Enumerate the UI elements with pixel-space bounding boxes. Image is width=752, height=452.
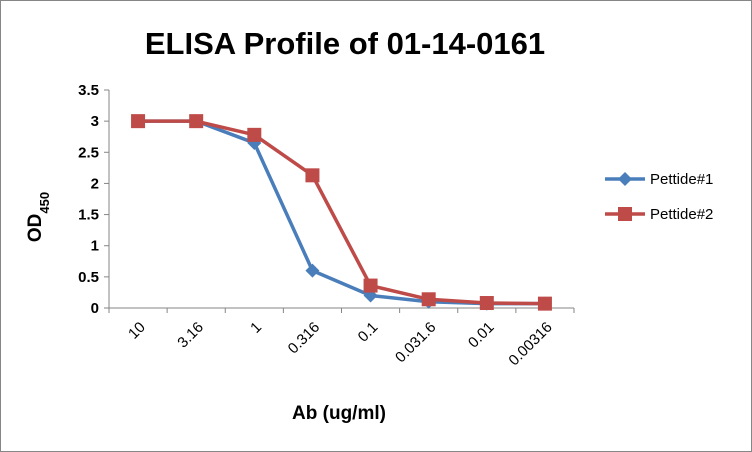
x-tick-label: 10 [125,319,149,343]
series-2-point [189,114,204,129]
y-axis-label-sub: 450 [37,192,52,214]
x-tick-label: 0.00316 [505,319,555,369]
series-1-point [305,263,320,278]
y-tick-label: 0.5 [78,269,99,286]
series-line-2 [138,119,545,306]
series-2-point [247,127,262,142]
y-tick-label: 3.5 [78,82,99,99]
x-axis-label: Ab (ug/ml) [292,403,386,424]
ticks-group: 0 0.5 1 1.5 2 2.5 3 3.5 10 3.16 1 0.316 0.1 0.031.6 0.… [78,82,575,369]
y-axis-label-main: OD [25,214,46,243]
y-tick-label: 2.5 [78,144,99,161]
series-2-point [421,292,436,307]
legend-label-2: Pettide#2 [650,206,713,223]
x-tick-label: 0.316 [285,319,324,358]
legend-marker-2 [618,207,632,221]
y-tick-label: 1.5 [78,207,99,224]
series-2-point [131,114,146,129]
y-axis-label: OD450 [25,192,52,242]
series-2-point [537,296,552,311]
series-line-1 [138,119,545,306]
x-tick-label: 3.16 [174,319,207,352]
x-tick-label: 0.031.6 [392,319,439,366]
legend: Pettide#1 Pettide#2 [605,171,713,223]
series-2-point [305,168,320,183]
y-tick-label: 1 [91,238,99,255]
y-tick-label: 3 [91,113,99,130]
series-2-point [479,296,494,311]
chart-title: ELISA Profile of 01-14-0161 [145,26,545,61]
x-tick-label: 0.1 [355,319,382,346]
legend-label-1: Pettide#1 [650,171,713,188]
y-tick-label: 2 [91,175,99,192]
series-group [131,114,552,311]
y-tick-label: 0 [91,300,99,317]
x-tick-label: 1 [247,319,265,337]
legend-marker-1 [618,172,632,186]
x-tick-label: 0.01 [465,319,498,352]
series-2-point [363,278,378,293]
